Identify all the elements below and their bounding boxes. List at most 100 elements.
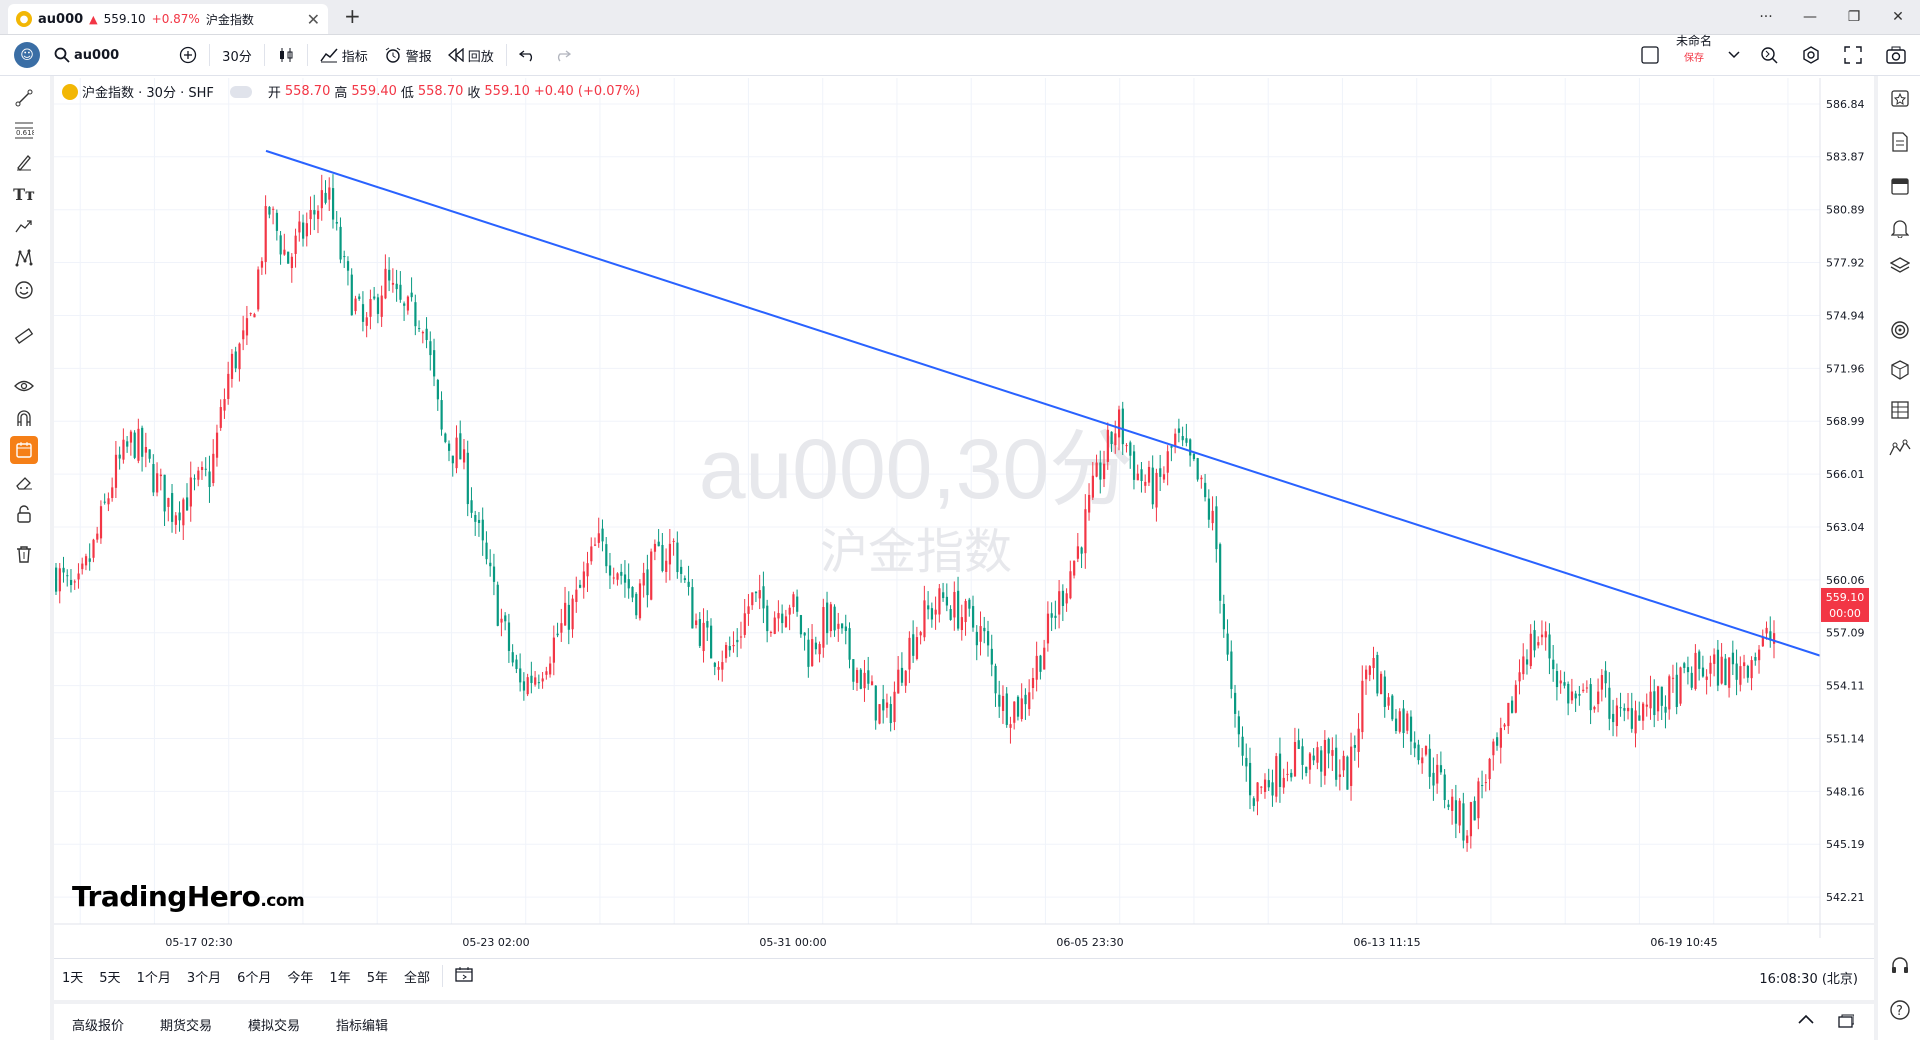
candle-body	[676, 542, 679, 573]
redo-button[interactable]	[545, 35, 579, 75]
range-ytd[interactable]: 今年	[287, 970, 314, 986]
time-axis[interactable]: 05-17 02:30 05-23 02:00 05-31 00:00 06-05 2…	[165, 936, 1717, 949]
candle-body	[560, 623, 563, 633]
alerts-button[interactable]: 警报	[376, 35, 440, 75]
range-1m[interactable]: 1个月	[136, 970, 171, 986]
lock-icon[interactable]	[10, 500, 38, 528]
candle-body	[552, 637, 556, 663]
candle-body	[1574, 693, 1577, 699]
candle-body	[938, 588, 941, 615]
eye-icon[interactable]	[10, 372, 38, 400]
candle-body	[713, 662, 716, 667]
restore-icon[interactable]: ❐	[1847, 9, 1861, 25]
candle-body	[1353, 744, 1356, 748]
calendar-icon[interactable]	[1886, 172, 1914, 200]
bell-icon[interactable]	[1886, 214, 1914, 242]
candle-body	[721, 662, 724, 670]
indicators-button[interactable]: 指标	[312, 35, 376, 75]
text-tool-icon[interactable]: Tт	[13, 184, 35, 204]
range-all[interactable]: 全部	[403, 970, 430, 986]
tab-indicator-editor[interactable]: 指标编辑	[336, 1018, 389, 1034]
chart-type-button[interactable]	[269, 35, 303, 75]
trend-line-tool-icon[interactable]	[10, 84, 38, 112]
candle-body	[874, 685, 877, 721]
snapshot-button[interactable]	[1874, 35, 1920, 75]
candle-body	[1522, 656, 1525, 675]
replay-button[interactable]: 回放	[440, 35, 502, 75]
eraser-icon[interactable]	[10, 468, 38, 496]
candle-body	[545, 671, 548, 675]
maximize-panel-icon[interactable]	[1838, 1014, 1854, 1028]
trash-icon[interactable]	[10, 540, 38, 568]
chevron-up-icon[interactable]	[1798, 1014, 1814, 1024]
trend-line[interactable]	[265, 149, 1821, 657]
tab-futures-trading[interactable]: 期货交易	[160, 1018, 213, 1034]
indicators-icon	[320, 48, 338, 63]
time-tick-label: 05-23 02:00	[462, 936, 529, 949]
candle-body	[410, 292, 413, 298]
layers-icon[interactable]	[1886, 252, 1914, 280]
range-3m[interactable]: 3个月	[186, 970, 222, 986]
candle-body	[406, 296, 410, 311]
layout-menu-button[interactable]	[1720, 35, 1748, 75]
candle-body	[923, 600, 926, 638]
minimize-icon[interactable]: —	[1803, 9, 1817, 25]
xabcd-pattern-icon[interactable]	[10, 244, 38, 272]
pattern-tool-icon[interactable]	[10, 212, 38, 240]
candle-body	[766, 605, 769, 632]
brush-tool-icon[interactable]	[10, 148, 38, 176]
candle-body	[1484, 782, 1487, 784]
watchlist-icon[interactable]	[1886, 84, 1914, 112]
candle-body	[567, 604, 570, 630]
interval-button[interactable]: 30分	[222, 49, 252, 65]
range-1d[interactable]: 1天	[62, 970, 84, 986]
go-to-date-button[interactable]	[447, 966, 481, 986]
candle-body	[1634, 710, 1637, 734]
compare-button[interactable]	[171, 35, 205, 75]
candle-body	[781, 613, 784, 624]
timezone-clock[interactable]: 16:08:30 (北京)	[1759, 972, 1858, 987]
close-window-icon[interactable]: ✕	[1892, 9, 1904, 25]
range-5y[interactable]: 5年	[366, 970, 388, 986]
tab-paper-trading[interactable]: 模拟交易	[248, 1018, 301, 1034]
more-icon[interactable]: ···	[1759, 9, 1773, 25]
headset-icon[interactable]	[1886, 952, 1914, 980]
undo-button[interactable]	[511, 35, 545, 75]
legend-toggle-icon[interactable]	[229, 85, 252, 98]
emoji-tool-icon[interactable]	[10, 276, 38, 304]
table-icon[interactable]	[1886, 396, 1914, 424]
strategy-icon[interactable]	[1886, 434, 1914, 462]
ruler-tool-icon[interactable]	[10, 322, 38, 350]
symbol-search-button[interactable]: au000	[46, 35, 127, 75]
candle-body	[1001, 695, 1005, 711]
avatar[interactable]: ☺	[14, 42, 40, 68]
new-tab-button[interactable]: +	[344, 4, 361, 28]
close-tab-icon[interactable]: ✕	[306, 9, 320, 29]
candle-body	[773, 617, 776, 634]
candle-body	[1278, 753, 1282, 787]
tab-advanced-quote[interactable]: 高级报价	[72, 1018, 125, 1034]
calendar-lock-icon[interactable]	[10, 436, 38, 464]
fullscreen-button[interactable]	[1832, 35, 1874, 75]
help-icon[interactable]: ?	[1886, 996, 1914, 1024]
layout-select-button[interactable]	[1632, 35, 1668, 75]
candle-body	[1451, 796, 1454, 811]
chart-area[interactable]: 沪金指数 · 30分 · SHF 开 558.70 高 559.40 低 558.70…	[54, 78, 1874, 958]
magnet-icon[interactable]	[10, 404, 38, 432]
range-1y[interactable]: 1年	[329, 970, 351, 986]
save-layout-button[interactable]: 未命名 保存	[1668, 35, 1720, 75]
candle-body	[870, 681, 874, 686]
price-axis[interactable]: 586.84 583.87 580.89 577.92 574.94 571.96 568.…	[1826, 98, 1865, 904]
target-icon[interactable]	[1886, 316, 1914, 344]
candle-body	[384, 268, 387, 299]
candle-body	[1046, 613, 1050, 644]
fibonacci-tool-icon[interactable]: 0.618	[10, 116, 38, 144]
chart-tab[interactable]: ● au000 ▲ 559.10 +0.87% 沪金指数 ✕	[8, 4, 328, 34]
price-chart[interactable]: au000,30分 沪金指数 586.84583.87580.89577.925…	[54, 78, 1874, 958]
details-icon[interactable]	[1886, 128, 1914, 156]
range-6m[interactable]: 6个月	[237, 970, 272, 986]
range-5d[interactable]: 5天	[99, 970, 121, 986]
settings-button[interactable]	[1790, 35, 1832, 75]
quick-search-button[interactable]	[1748, 35, 1790, 75]
cube-icon[interactable]	[1886, 356, 1914, 384]
